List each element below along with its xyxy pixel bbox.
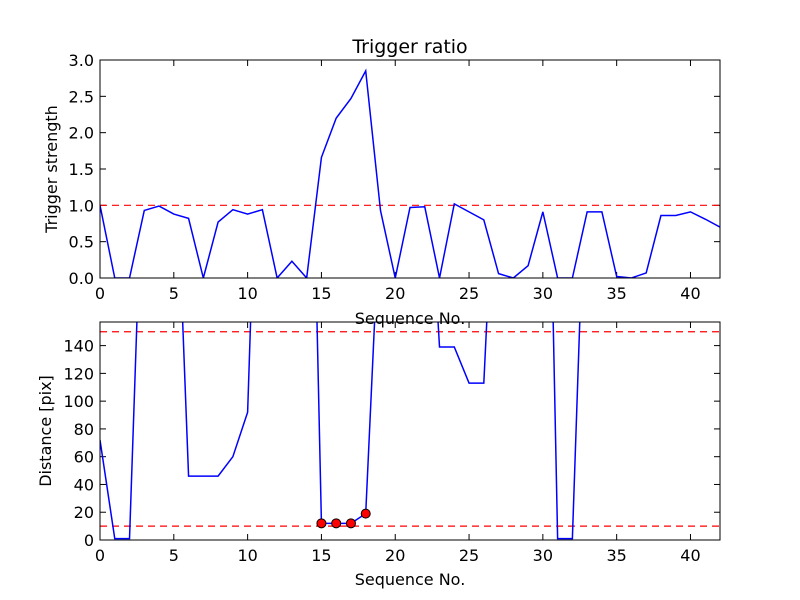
distance-marks: 0 5 10 15 20 25 30 35 40 0 20 40 60 80 100 120 140 [63,322,720,565]
trigger-ratio-chart: Trigger ratio Trigger strength Sequence … [42,36,721,328]
y-tick-label: 120 [63,364,94,383]
x-tick-label: 35 [606,284,626,303]
trigger-ratio-marks: 0 5 10 15 20 25 30 35 40 0.0 0.5 1.0 1.5 2.0 2.5 3.0 [69,51,720,303]
x-tick-label: 15 [311,546,331,565]
x-tick-label: 15 [311,284,331,303]
y-tick-label: 40 [74,475,94,494]
x-tick-label: 20 [385,284,405,303]
x-tick-label: 10 [237,546,257,565]
x-tick-label: 25 [459,546,479,565]
x-tick-label: 5 [169,546,179,565]
series-line [100,322,138,540]
y-tick-label: 0.5 [69,233,94,252]
y-tick-label: 2.5 [69,87,94,106]
y-tick-label: 60 [74,448,94,467]
x-tick-label: 5 [169,284,179,303]
x-tick-label: 30 [533,546,553,565]
series-line [181,322,252,477]
x-tick-label: 30 [533,284,553,303]
x-tick-label: 35 [606,546,626,565]
x-tick-label: 40 [680,284,700,303]
y-tick-label: 3.0 [69,51,94,70]
y-tick-label: 2.0 [69,124,94,143]
series-line [316,322,376,525]
y-tick-label: 1.5 [69,160,94,179]
y-tick-label: 140 [63,337,94,356]
x-axis-label: Sequence No. [355,570,466,589]
plot-frame [99,321,721,541]
series-line [437,322,488,384]
x-tick-label: 20 [385,546,405,565]
y-tick-label: 100 [63,392,94,411]
data-point-marker [316,518,327,529]
x-tick-label: 0 [95,546,105,565]
data-point-marker [331,518,342,529]
chart-title: Trigger ratio [351,36,467,58]
data-point-marker [360,508,371,519]
series-line [100,68,720,278]
distance-chart: Distance [pix] Sequence No. 0 5 10 15 20 25 30… [36,321,721,589]
x-axis-label: Sequence No. [355,309,466,328]
y-tick-label: 80 [74,420,94,439]
y-tick-label: 0 [84,531,94,550]
x-tick-label: 40 [680,546,700,565]
data-point-marker [345,518,356,529]
y-tick-label: 1.0 [69,196,94,215]
x-tick-label: 25 [459,284,479,303]
x-tick-label: 0 [95,284,105,303]
y-axis-label: Distance [pix] [36,375,55,487]
x-tick-label: 10 [237,284,257,303]
y-tick-label: 20 [74,503,94,522]
y-axis-label: Trigger strength [42,105,61,234]
plot-frame [99,59,721,279]
y-tick-label: 0.0 [69,269,94,288]
series-line [552,322,581,540]
